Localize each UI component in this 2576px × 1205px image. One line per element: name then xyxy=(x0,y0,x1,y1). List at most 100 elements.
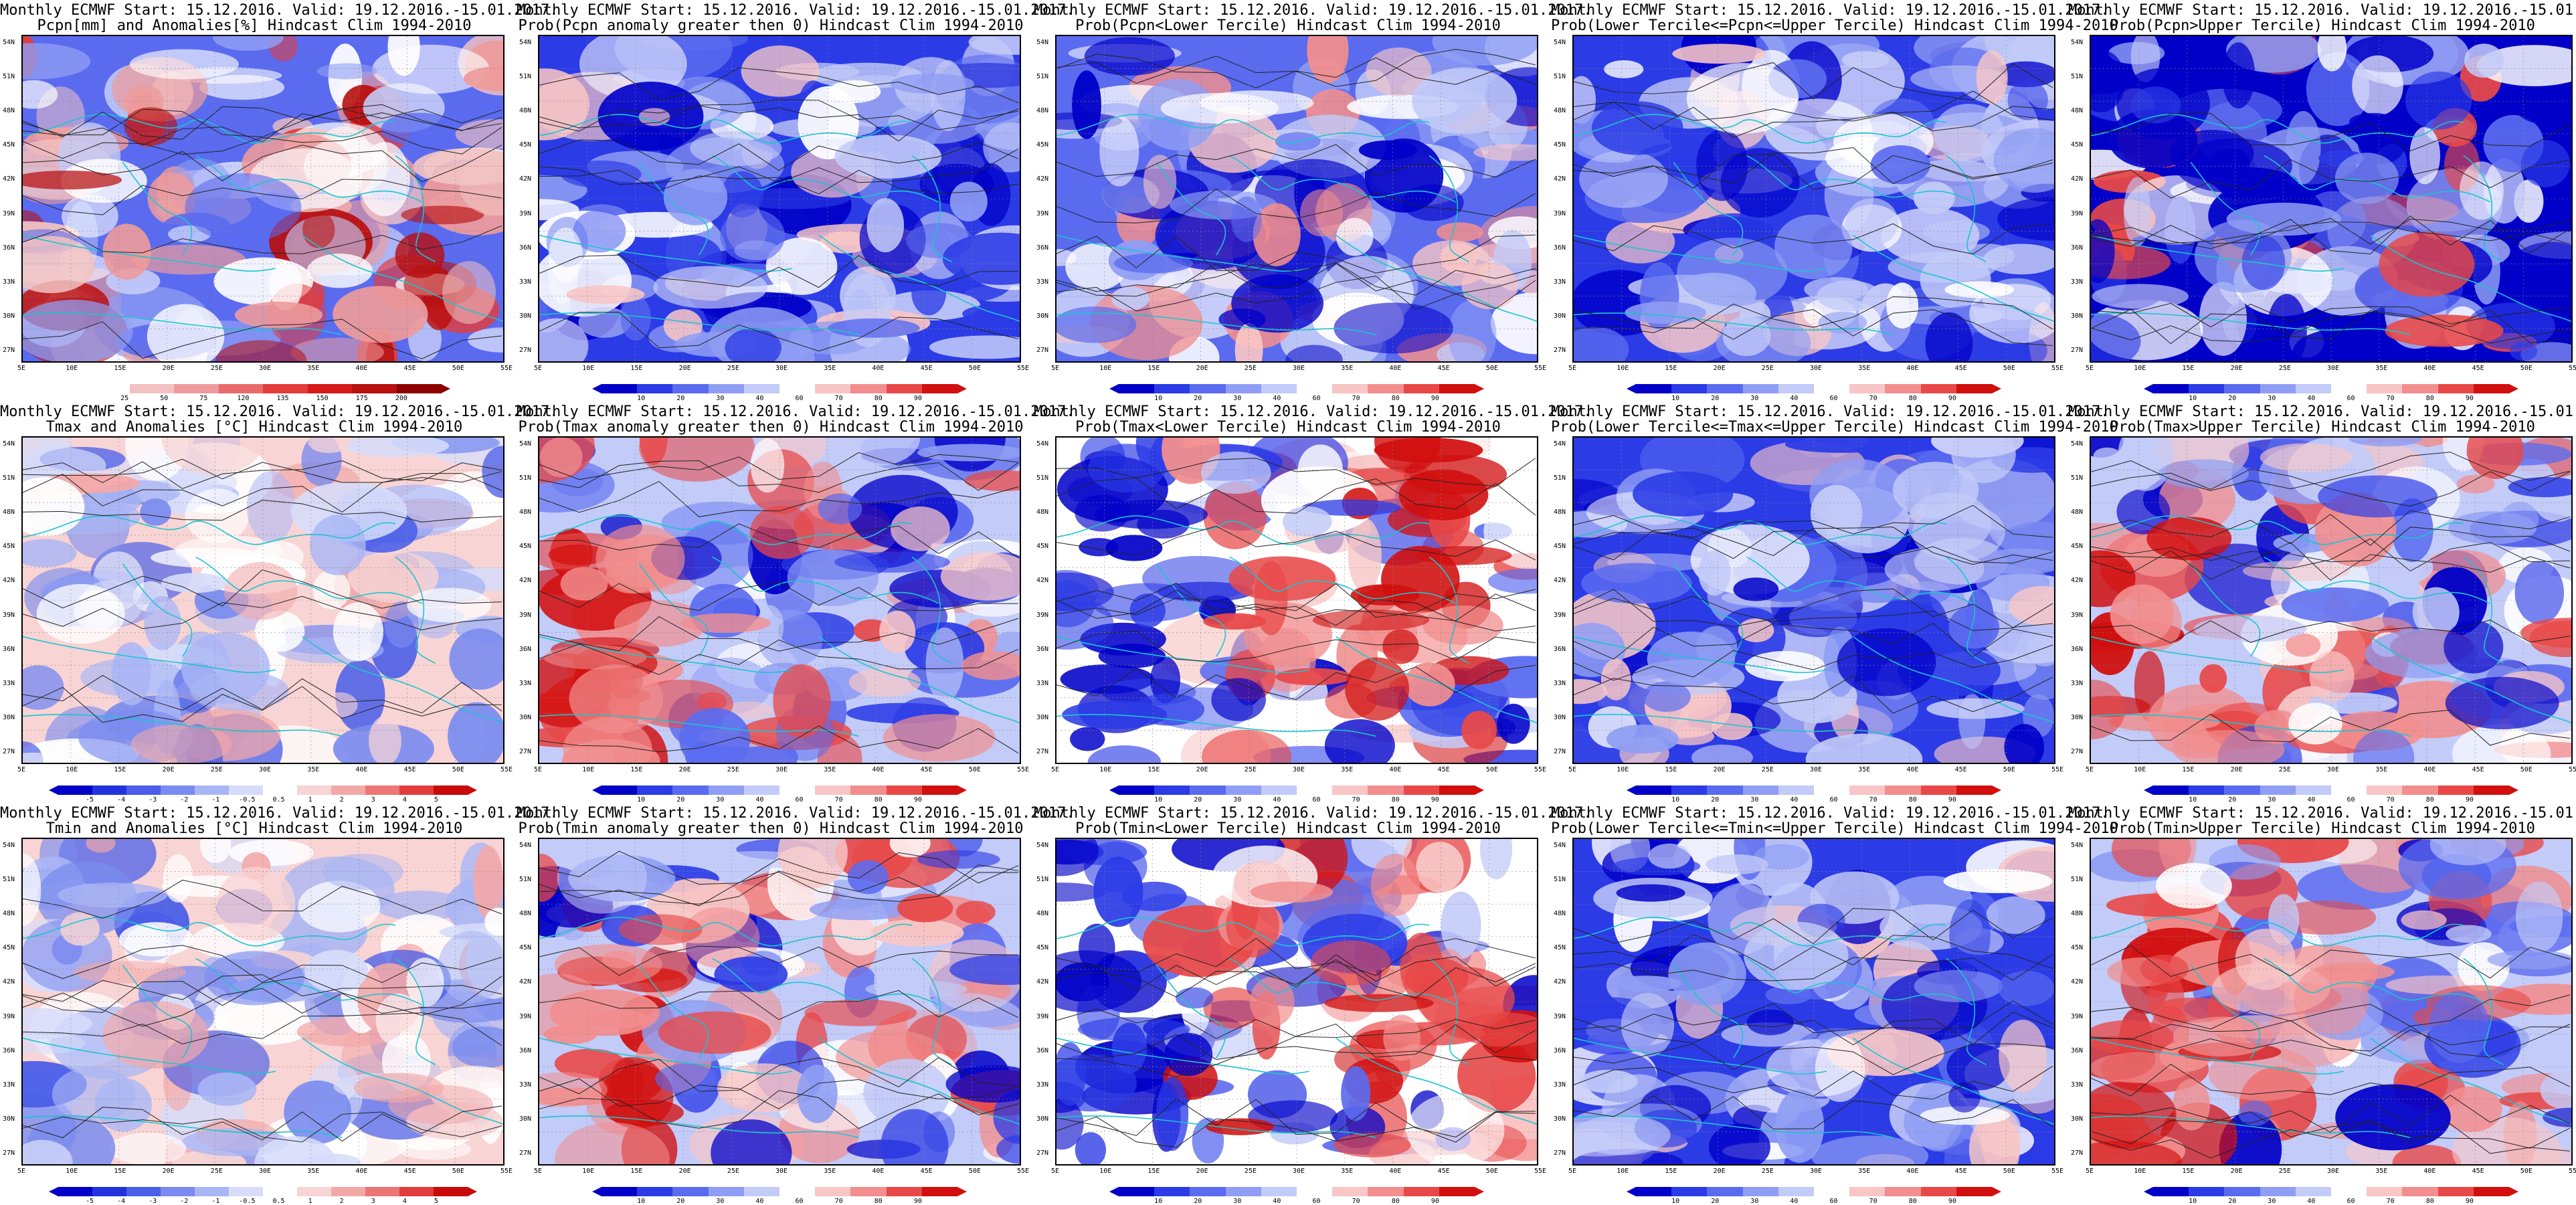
lon-tick-label: 50E xyxy=(968,1168,981,1175)
panel-title: Monthly ECMWF Start: 15.12.2016. Valid: … xyxy=(2068,404,2576,435)
colorbar-segment xyxy=(1778,785,1815,795)
lon-tick-label: 35E xyxy=(2375,766,2388,773)
colorbar-segment xyxy=(779,785,816,795)
colorbar-tick-label: 40 xyxy=(755,1198,764,1205)
lon-tick-label: 25E xyxy=(727,365,739,372)
lon-tick-label: 5E xyxy=(1051,365,1060,372)
lon-tick-label: 15E xyxy=(2182,365,2195,372)
panel-title-line2: Prob(Pcpn anomaly greater then 0) Hindca… xyxy=(518,17,1024,34)
colorbar-segment xyxy=(921,384,958,393)
lon-tick-label: 55E xyxy=(1534,365,1547,372)
contour-line xyxy=(1056,262,1536,294)
colorbar-tick-label: 120 xyxy=(237,395,250,402)
lon-tick-label: 5E xyxy=(2086,1168,2094,1175)
lat-tick-label: 27N xyxy=(3,1149,15,1157)
lat-tick-label: 51N xyxy=(1554,73,1566,81)
colorbar-segment xyxy=(1261,1187,1297,1196)
lon-tick-label: 45E xyxy=(920,766,933,773)
map-panel: Monthly ECMWF Start: 15.12.2016. Valid: … xyxy=(2068,0,2576,402)
colorbar-tick-label: 20 xyxy=(676,796,685,804)
contour-line xyxy=(539,148,1019,185)
coastline xyxy=(2370,636,2571,724)
coastline xyxy=(1673,161,1744,256)
colorbar-tick-label: 20 xyxy=(1194,1198,1202,1205)
colorbar-tick-label: 70 xyxy=(834,395,843,402)
colorbar-extend-high xyxy=(2509,384,2518,393)
lat-tick-label: 30N xyxy=(1036,1115,1049,1123)
coastline xyxy=(638,964,709,1058)
panel-title-line1: Monthly ECMWF Start: 15.12.2016. Valid: … xyxy=(0,805,559,822)
colorbar-segment xyxy=(2473,1187,2510,1196)
lat-tick-label: 45N xyxy=(1036,944,1049,952)
colorbar-tick-label: -3 xyxy=(149,1198,157,1205)
lat-tick-label: 36N xyxy=(519,1046,532,1054)
colorbar-extend-high xyxy=(468,785,477,795)
contour-line xyxy=(1574,954,2053,982)
colorbar-tick-label: 5 xyxy=(434,1198,438,1205)
contour-line xyxy=(1056,525,1536,561)
colorbar-segment xyxy=(92,785,127,795)
coastline xyxy=(195,556,423,604)
lat-tick-label: 39N xyxy=(519,1012,532,1020)
colorbar-extend-low xyxy=(76,384,85,393)
lat-tick-label: 39N xyxy=(2071,209,2084,217)
contour-line xyxy=(23,974,502,1002)
lat-tick-label: 39N xyxy=(3,611,15,619)
colorbar-segment xyxy=(2224,1187,2261,1196)
colorbar-tick-label: 90 xyxy=(913,796,922,804)
field-shading xyxy=(1574,438,2054,763)
lon-tick-label: 10E xyxy=(1099,766,1112,773)
lon-tick-label: 30E xyxy=(1810,766,1823,773)
coastline xyxy=(2264,957,2491,1006)
coastline xyxy=(539,515,913,545)
colorbar-tick-label: 30 xyxy=(716,395,725,402)
colorbar-segment xyxy=(2331,384,2367,393)
colorbar-extend-high xyxy=(441,384,450,393)
colorbar-tick-label: 0.5 xyxy=(272,1198,285,1205)
contour-line xyxy=(23,1012,502,1046)
colorbar-extend-high xyxy=(957,1187,967,1196)
lon-tick-label: 55E xyxy=(1017,766,1030,773)
lat-tick-label: 33N xyxy=(2071,278,2084,286)
colorbar-tick-label: 90 xyxy=(1948,796,1956,804)
colorbar-tick-label: -5 xyxy=(86,796,94,804)
panel-title: Monthly ECMWF Start: 15.12.2016. Valid: … xyxy=(1034,806,1592,836)
colorbar-segment xyxy=(2260,785,2296,795)
contour-line xyxy=(539,616,1019,652)
contour-line xyxy=(2091,1020,2571,1056)
colorbar-tick-label: 3 xyxy=(371,1198,375,1205)
coastline xyxy=(302,1037,503,1125)
coastline xyxy=(1574,515,1947,545)
colorbar-segment xyxy=(263,384,308,393)
lon-tick-label: 10E xyxy=(1617,365,1629,372)
colorbar-tick-label: 20 xyxy=(2228,796,2237,804)
colorbar-segment xyxy=(602,1187,638,1196)
lon-tick-label: 20E xyxy=(678,1168,691,1175)
lon-tick-label: 10E xyxy=(2134,1168,2146,1175)
lat-tick-label: 33N xyxy=(1554,278,1566,286)
field-shading xyxy=(1056,438,1537,763)
colorbar-tick-label: 2 xyxy=(339,796,344,804)
lat-tick-label: 51N xyxy=(519,876,532,884)
colorbar-segment xyxy=(1403,785,1440,795)
contour-line xyxy=(23,595,502,630)
lat-tick-label: 54N xyxy=(1554,39,1566,46)
coastline xyxy=(1056,312,1376,336)
lat-tick-label: 33N xyxy=(1554,679,1566,687)
colorbar-tick-label: 10 xyxy=(1671,796,1680,804)
coastline xyxy=(2370,1037,2571,1125)
coastline xyxy=(1229,155,1457,203)
lat-tick-label: 39N xyxy=(1036,1012,1049,1020)
lon-tick-label: 10E xyxy=(1099,365,1112,372)
lon-tick-label: 45E xyxy=(403,365,416,372)
map-panel: Monthly ECMWF Start: 15.12.2016. Valid: … xyxy=(0,803,559,1205)
lat-tick-label: 27N xyxy=(519,1149,532,1157)
lat-tick-label: 30N xyxy=(519,713,532,721)
colorbar-segment xyxy=(2295,384,2332,393)
lat-tick-label: 39N xyxy=(1554,1012,1566,1020)
lon-tick-label: 5E xyxy=(1051,1168,1060,1175)
panel-title-line1: Monthly ECMWF Start: 15.12.2016. Valid: … xyxy=(2068,403,2576,420)
contour-line xyxy=(23,988,502,1027)
lat-tick-label: 30N xyxy=(2071,1115,2084,1123)
colorbar-tick-label: 25 xyxy=(120,395,129,402)
